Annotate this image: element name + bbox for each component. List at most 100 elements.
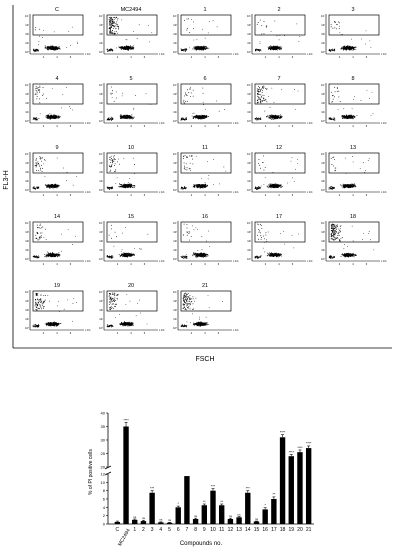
flow-dot	[109, 48, 111, 50]
flow-dot	[111, 92, 113, 94]
flow-dot	[259, 88, 261, 90]
flow-dot	[223, 109, 225, 110]
flow-x-tick-label: 4	[352, 193, 354, 197]
flow-dot	[131, 115, 133, 117]
flow-dot	[281, 184, 283, 186]
flow-x-tick-label: 4	[278, 193, 280, 197]
flow-dot	[203, 116, 205, 118]
flow-dot	[118, 27, 120, 29]
flow-dots	[106, 16, 153, 52]
flow-dot	[57, 46, 59, 48]
flow-dot	[113, 18, 115, 20]
flow-dot	[259, 187, 261, 189]
flow-dot	[72, 184, 74, 186]
flow-dot	[114, 33, 116, 35]
flow-dot	[276, 118, 278, 119]
flow-dot	[111, 164, 113, 166]
flow-dot	[223, 166, 225, 168]
flow-dot	[259, 87, 260, 88]
flow-dot	[336, 90, 338, 92]
flow-dot	[260, 117, 262, 119]
flow-dot	[129, 46, 131, 48]
flow-dot	[124, 46, 126, 48]
flow-dot	[334, 86, 336, 88]
flow-dot	[193, 46, 195, 48]
flow-dot	[200, 116, 202, 118]
flow-dot	[131, 46, 132, 48]
flow-dot	[71, 26, 73, 28]
flow-y-tick-label: 10²	[99, 32, 103, 36]
flow-dot	[329, 50, 331, 52]
flow-dot	[339, 32, 341, 34]
flow-dot	[280, 116, 282, 118]
flow-x-tick-label: 6	[366, 55, 368, 59]
flow-dot	[37, 50, 39, 52]
flow-dot	[116, 161, 118, 163]
flow-y-tick-label: 10⁴	[247, 83, 251, 87]
flow-dot	[111, 120, 112, 121]
flow-dot	[352, 46, 354, 47]
flow-dot	[279, 49, 281, 50]
flow-dot	[263, 100, 265, 102]
flow-y-tick-label: 10³	[173, 92, 177, 96]
flow-dot	[291, 157, 293, 159]
flow-dot	[128, 185, 129, 187]
flow-dot	[341, 48, 342, 50]
flow-dot	[331, 48, 333, 50]
flow-dot	[113, 23, 115, 25]
flow-dot	[36, 119, 38, 121]
flow-y-tick-label: 10²	[25, 32, 29, 36]
flow-dot	[192, 95, 194, 97]
flow-dot	[54, 184, 56, 186]
flow-dot	[294, 108, 296, 110]
flow-dot	[109, 187, 111, 189]
flow-dot	[256, 99, 258, 101]
flow-dot	[39, 89, 41, 91]
flow-dot	[351, 38, 352, 40]
flow-dot	[126, 185, 128, 187]
flow-panel-label: 10	[128, 145, 134, 151]
flow-dot	[259, 94, 261, 96]
flow-dot	[196, 114, 197, 116]
flow-x-exponent-label: x 10⁵	[307, 121, 313, 125]
flow-dot	[188, 92, 190, 94]
flow-dot	[111, 96, 113, 98]
flow-dot	[36, 157, 37, 159]
flow-x-tick-label: 6	[218, 55, 220, 59]
flow-dot	[35, 27, 37, 29]
flow-dot	[265, 26, 267, 28]
flow-dots	[254, 85, 299, 121]
flow-dot	[366, 89, 368, 91]
flow-dot	[257, 101, 258, 103]
flow-dot	[124, 47, 126, 49]
flow-dot	[258, 98, 260, 100]
flow-dot	[261, 92, 263, 94]
flow-dot	[268, 116, 270, 118]
flow-y-tick-label: 10¹	[25, 179, 29, 183]
flow-dots	[106, 155, 136, 190]
flow-dot	[193, 39, 195, 41]
flow-dot	[115, 28, 117, 30]
flow-dot	[202, 115, 204, 117]
flow-dot	[119, 183, 121, 184]
flow-dot	[258, 159, 260, 160]
flow-dot	[277, 47, 279, 49]
flow-dots	[328, 20, 372, 52]
flow-dot	[111, 158, 112, 159]
flow-y-tick-label: 10⁴	[25, 83, 29, 87]
flow-dot	[276, 48, 278, 50]
flow-dot	[204, 185, 206, 187]
flow-dot	[270, 45, 271, 47]
flow-dot	[109, 33, 111, 35]
flow-dot	[193, 21, 194, 23]
flow-dot	[110, 161, 111, 163]
flow-dot	[51, 114, 53, 116]
flow-dot	[350, 48, 352, 50]
flow-dot	[339, 25, 341, 27]
flow-dot	[54, 118, 56, 119]
flow-dot	[182, 119, 183, 120]
flow-dot	[182, 158, 184, 160]
flow-y-tick-label: 10⁰	[247, 119, 252, 123]
flow-dot	[194, 185, 196, 187]
